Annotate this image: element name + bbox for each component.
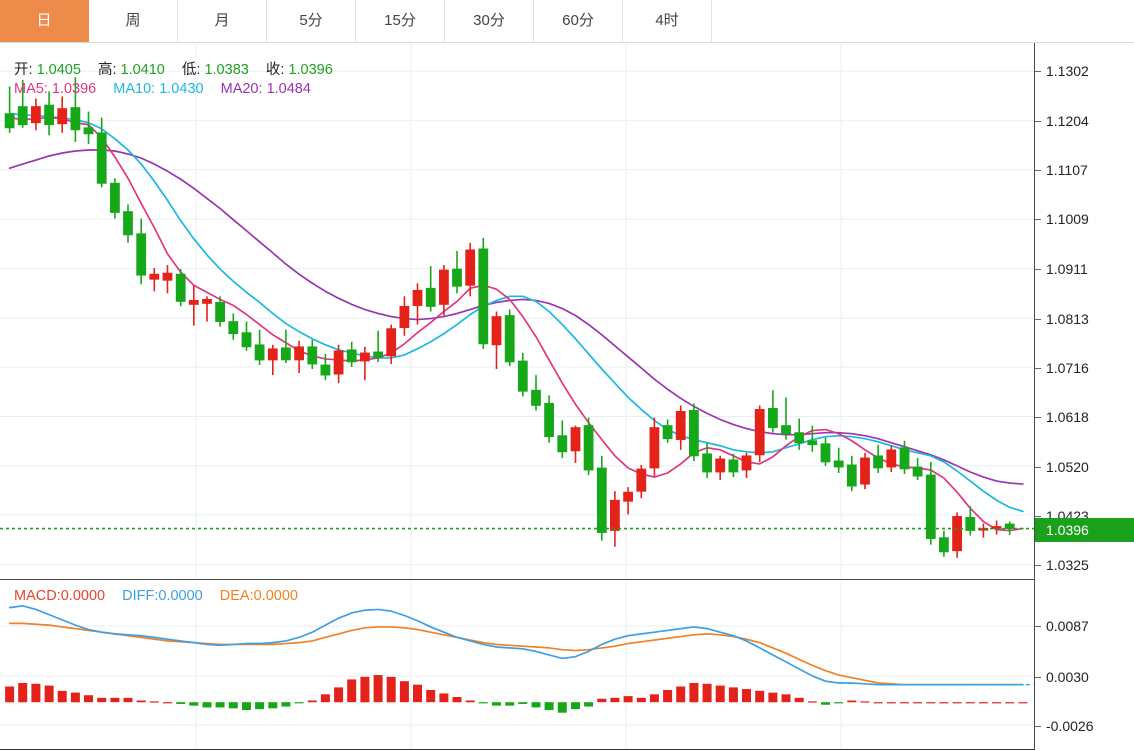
timeframe-tabbar: 日 周 月 5分 15分 30分 60分 4时 <box>0 0 1134 43</box>
price-axis-label: 1.0618 <box>1046 409 1089 426</box>
low-label: 低: <box>181 62 201 78</box>
y-axis-tick <box>1035 71 1041 73</box>
tab-month[interactable]: 月 <box>178 0 267 42</box>
high-value: 1.0410 <box>120 62 165 78</box>
current-price-badge: 1.0396 <box>1035 517 1134 542</box>
ma20-value: 1.0484 <box>266 81 311 97</box>
ma20-label: MA20: <box>220 81 263 97</box>
macd-value: 0.0000 <box>60 588 106 604</box>
close-label: 收: <box>265 62 285 78</box>
macd-chart-pane[interactable]: MACD:0.0000 DIFF:0.0000 DEA:0.0000 <box>0 582 1034 750</box>
y-axis-tick <box>1035 269 1041 270</box>
high-label: 高: <box>97 62 117 78</box>
macd-legend: MACD:0.0000 DIFF:0.0000 DEA:0.0000 <box>14 588 311 604</box>
ma-legend: MA5: 1.0396 MA10: 1.0430 MA20: 1.0484 <box>14 81 324 97</box>
price-axis-label: 1.1009 <box>1046 211 1089 228</box>
tabbar-filler <box>712 0 1134 42</box>
price-axis-label: 1.1107 <box>1046 161 1088 178</box>
close-value: 1.0396 <box>288 62 333 78</box>
price-axis-label: 1.1302 <box>1046 63 1089 80</box>
y-axis-column: 1.1302 1.1204 1.1107 1.1009 1.0911 1.0813 1.07… <box>1034 43 1134 750</box>
tab-5min[interactable]: 5分 <box>267 0 356 42</box>
tab-15min[interactable]: 15分 <box>356 0 445 42</box>
macd-axis-label: 0.0030 <box>1046 668 1089 685</box>
open-label: 开: <box>14 62 33 78</box>
candlestick-canvas <box>0 43 1034 579</box>
chart-area: 开: 1.0405 高: 1.0410 低: 1.0383 收: 1.0396 … <box>0 43 1134 750</box>
dea-label: DEA: <box>219 588 254 604</box>
price-axis-label: 1.1204 <box>1046 112 1089 129</box>
macd-axis-label: -0.0026 <box>1046 717 1094 734</box>
tab-4hour[interactable]: 4时 <box>623 0 712 42</box>
dea-value: 0.0000 <box>253 588 298 604</box>
price-chart-pane[interactable]: 开: 1.0405 高: 1.0410 低: 1.0383 收: 1.0396 … <box>0 43 1034 580</box>
y-axis-tick <box>1035 120 1041 122</box>
y-axis-tick <box>1035 417 1041 419</box>
price-axis-label: 1.0813 <box>1046 310 1089 327</box>
ohlc-legend: 开: 1.0405 高: 1.0410 低: 1.0383 收: 1.0396 <box>14 58 346 79</box>
y-axis-tick <box>1035 367 1041 369</box>
price-axis-label: 1.0520 <box>1046 458 1089 475</box>
y-axis-tick <box>1035 626 1041 628</box>
y-axis-tick <box>1035 318 1041 320</box>
ma10-label: MA10: <box>113 81 156 97</box>
ma10-value: 1.0430 <box>159 81 204 97</box>
ma5-label: MA5: <box>14 81 48 97</box>
y-axis-tick <box>1035 219 1041 221</box>
price-axis-label: 1.0911 <box>1046 261 1088 277</box>
y-axis-tick <box>1035 169 1041 171</box>
tab-30min[interactable]: 30分 <box>445 0 534 42</box>
y-axis-tick <box>1035 725 1041 727</box>
price-axis-label: 1.0325 <box>1046 557 1089 574</box>
macd-label: MACD: <box>14 588 61 604</box>
tab-60min[interactable]: 60分 <box>534 0 623 42</box>
open-value: 1.0405 <box>36 62 81 78</box>
low-value: 1.0383 <box>204 62 249 78</box>
tab-day[interactable]: 日 <box>0 0 89 42</box>
y-axis-tick <box>1035 676 1041 678</box>
macd-axis-label: 0.0087 <box>1046 618 1089 635</box>
diff-label: DIFF: <box>122 588 159 604</box>
ma5-value: 1.0396 <box>51 81 97 97</box>
y-axis-tick <box>1035 515 1041 517</box>
y-axis-tick <box>1035 466 1041 468</box>
macd-canvas <box>0 582 1034 749</box>
y-axis-tick <box>1035 565 1041 567</box>
tab-week[interactable]: 周 <box>89 0 178 42</box>
price-axis-label: 1.0716 <box>1046 359 1089 376</box>
diff-value: 0.0000 <box>158 588 203 604</box>
